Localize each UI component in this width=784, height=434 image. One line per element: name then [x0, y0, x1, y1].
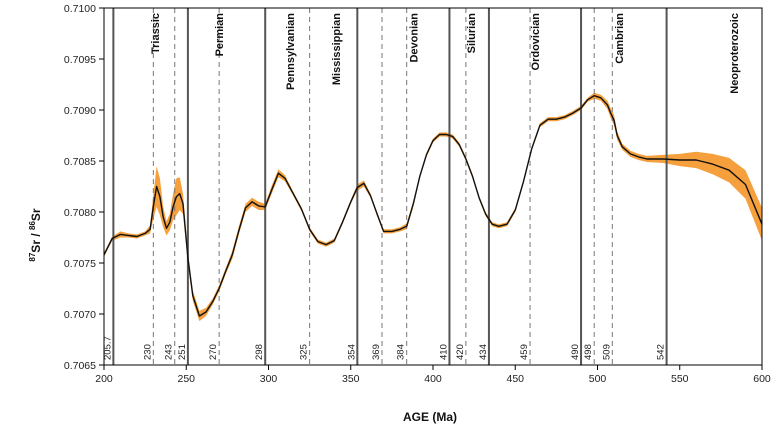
x-tick-label: 600	[753, 373, 771, 385]
period-labels-layer: Triassic Permian Pennsylvanian Mississippia…	[150, 13, 741, 94]
boundary-label-243: 243	[164, 344, 175, 360]
y-axis-title: 87Sr / 86Sr	[28, 208, 43, 262]
boundary-label-410: 410	[438, 344, 449, 360]
period-label-triassic: Triassic	[150, 13, 162, 54]
boundary-label-434: 434	[478, 344, 489, 360]
x-tick-label: 350	[342, 373, 360, 385]
boundary-label-498: 498	[583, 344, 594, 360]
period-label-mississippian: Mississippian	[331, 13, 343, 85]
boundary-label-251: 251	[177, 344, 188, 360]
y-tick-label: 0.7080	[64, 207, 96, 219]
boundary-label-490: 490	[570, 344, 581, 360]
y-tick-label: 0.7070	[64, 309, 96, 321]
boundary-label-298: 298	[254, 344, 265, 360]
boundary-label-459: 459	[519, 344, 530, 360]
sr-ratio-curve	[103, 95, 763, 317]
boundary-label-270: 270	[208, 344, 219, 360]
x-axis-ticks: 200 250 300 350 400 450 500 550 600	[95, 365, 771, 385]
boundary-labels-layer: 205.7 230 243 251 270 298 325 354 369 384 410 420 43…	[102, 336, 666, 360]
boundary-label-542: 542	[656, 344, 667, 360]
x-tick-label: 450	[506, 373, 524, 385]
curve-layer	[103, 95, 763, 317]
period-label-neoproterozoic: Neoproterozoic	[729, 13, 741, 94]
boundary-label-369: 369	[371, 344, 382, 360]
boundary-lines-layer	[112, 8, 668, 365]
boundary-label-325: 325	[299, 344, 310, 360]
period-label-ordovician: Ordovician	[530, 13, 542, 71]
boundary-label-420: 420	[455, 344, 466, 360]
y-axis-title-part1: Sr /	[29, 230, 43, 253]
period-label-pennsylvanian: Pennsylvanian	[285, 13, 297, 90]
x-axis-title: AGE (Ma)	[403, 410, 457, 424]
y-tick-label: 0.7085	[64, 156, 96, 168]
boundary-label-509: 509	[601, 344, 612, 360]
x-tick-label: 200	[95, 373, 113, 385]
y-tick-label: 0.7065	[64, 360, 96, 372]
y-axis-title-sup2: 86	[28, 221, 37, 230]
x-tick-label: 250	[177, 373, 195, 385]
boundary-label-354: 354	[346, 344, 357, 360]
boundary-label-205.7: 205.7	[102, 336, 113, 360]
y-tick-label: 0.7095	[64, 54, 96, 66]
y-tick-label: 0.7075	[64, 258, 96, 270]
uncertainty-band-layer	[104, 92, 762, 322]
period-label-permian: Permian	[214, 13, 226, 57]
period-label-devonian: Devonian	[408, 13, 420, 63]
boundary-label-384: 384	[396, 344, 407, 360]
y-axis-ticks: 0.7065 0.7070 0.7075 0.7080 0.7085 0.7090 0.70…	[64, 3, 104, 372]
y-tick-label: 0.7090	[64, 105, 96, 117]
uncertainty-band	[104, 92, 762, 322]
period-label-silurian: Silurian	[466, 13, 478, 54]
x-tick-label: 500	[589, 373, 607, 385]
period-label-cambrian: Cambrian	[614, 13, 626, 64]
boundary-label-230: 230	[142, 344, 153, 360]
x-tick-label: 300	[260, 373, 278, 385]
y-axis-title-part2: Sr	[29, 208, 43, 221]
y-axis-title-sup1: 87	[28, 252, 37, 261]
x-tick-label: 550	[671, 373, 689, 385]
y-tick-label: 0.7100	[64, 3, 96, 15]
x-tick-label: 400	[424, 373, 442, 385]
